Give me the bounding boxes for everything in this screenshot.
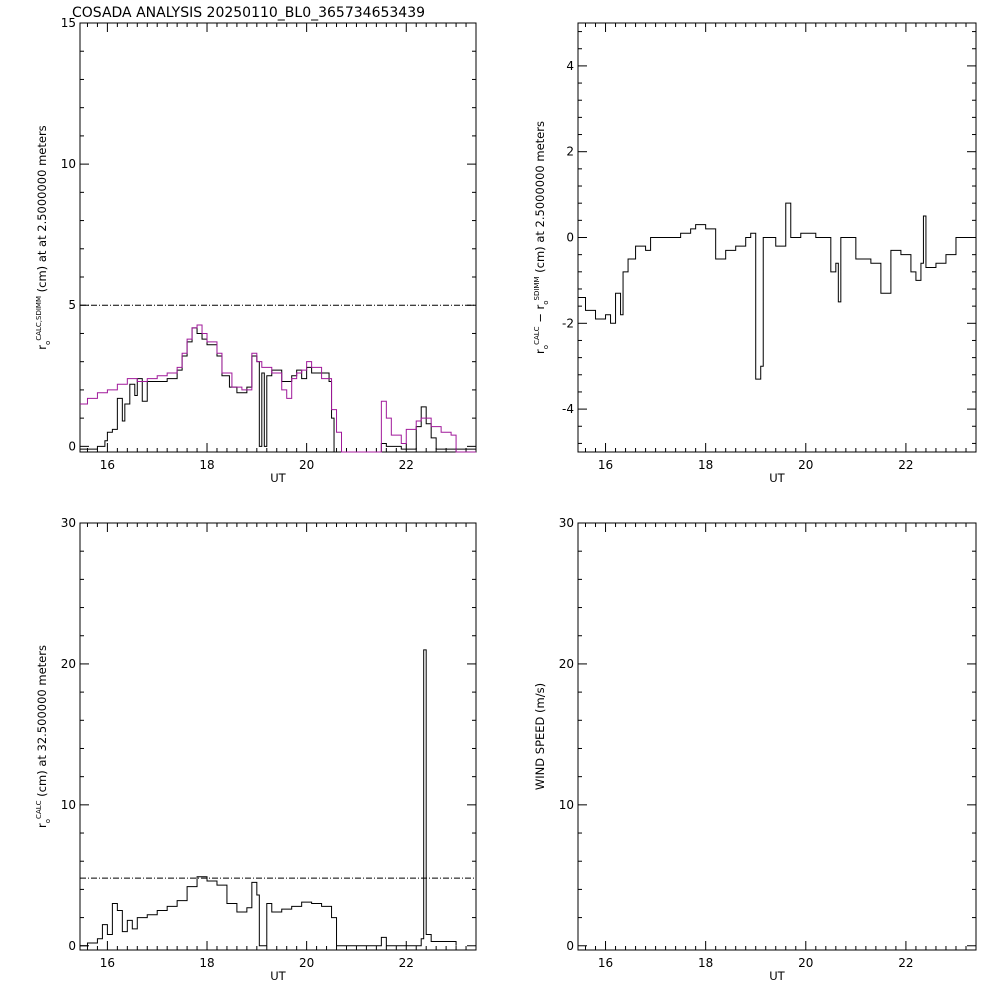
- y-axis-label: roCALC (cm) at 32.500000 meters: [35, 645, 52, 828]
- y-tick-label: 4: [566, 59, 574, 73]
- x-tick-label: 18: [199, 956, 214, 970]
- y-axis-label-part: o: [542, 345, 550, 349]
- x-axis-label: UT: [769, 471, 785, 485]
- panel-p4: 16 18 20 22 0 10 20 30 UT WIND SPEED (m/s): [533, 516, 977, 983]
- y-tick-label: -2: [562, 316, 574, 330]
- y-axis-label-part: (cm) at 2.5000000 meters: [533, 121, 547, 273]
- y-axis-label: WIND SPEED (m/s): [533, 683, 547, 790]
- series-line-1: [80, 324, 476, 453]
- x-tick-label: 18: [199, 458, 214, 472]
- x-tick-label: 20: [299, 458, 314, 472]
- y-axis-label-part: o: [542, 300, 550, 304]
- y-axis-label: roCALC,SDIMM (cm) at at 2.5000000 meters: [35, 125, 52, 349]
- y-axis-label-part: CALC: [533, 326, 541, 345]
- x-tick-label: 22: [898, 458, 913, 472]
- y-tick-label: 20: [559, 657, 574, 671]
- x-tick-label: 22: [898, 956, 913, 970]
- plot-frame: [79, 522, 477, 951]
- x-tick-label: 16: [100, 956, 115, 970]
- x-tick-label: 20: [798, 956, 813, 970]
- series-line-0: [80, 649, 457, 947]
- y-tick-label: -4: [562, 402, 574, 416]
- y-axis-label-part: (cm) at at 2.5000000 meters: [35, 125, 49, 292]
- x-tick-label: 22: [399, 956, 414, 970]
- y-tick-label: 10: [61, 798, 76, 812]
- x-tick-label: 16: [100, 458, 115, 472]
- y-axis-label: roCALC − roSDIMM (cm) at 2.5000000 meter…: [533, 121, 550, 354]
- y-tick-label: 0: [68, 939, 76, 953]
- x-tick-label: 20: [299, 956, 314, 970]
- y-tick-label: 10: [61, 157, 76, 171]
- panel-p1: 16 18 20 22 0 5 10 15 UT roCALC,SDIMM (cm) at at …: [35, 16, 477, 485]
- x-tick-label: 18: [698, 458, 713, 472]
- page-title: COSADA ANALYSIS 20250110_BL0_36573465343…: [72, 5, 425, 21]
- x-axis-label: UT: [270, 969, 286, 983]
- y-axis-label-part: r: [35, 823, 49, 828]
- plot-frame: [577, 522, 977, 951]
- x-tick-label: 16: [598, 956, 613, 970]
- y-tick-label: 20: [61, 657, 76, 671]
- y-axis-label-part: − r: [533, 305, 547, 323]
- y-axis-label-part: SDIMM: [533, 276, 541, 300]
- y-tick-label: 30: [559, 516, 574, 530]
- y-tick-label: 0: [566, 231, 574, 245]
- y-axis-label-part: WIND SPEED (m/s): [533, 683, 547, 790]
- y-axis-label-part: CALC,SDIMM: [35, 296, 43, 341]
- panel-p3: 16 18 20 22 0 10 20 30 UT roCALC (cm) at 32.50000…: [35, 516, 477, 983]
- y-tick-label: 10: [559, 798, 574, 812]
- series-line-0: [80, 327, 477, 453]
- y-axis-label-part: o: [44, 819, 52, 823]
- y-tick-label: 30: [61, 516, 76, 530]
- x-axis-label: UT: [270, 471, 286, 485]
- x-tick-label: 16: [598, 458, 613, 472]
- y-tick-label: 2: [566, 145, 574, 159]
- x-axis-label: UT: [769, 969, 785, 983]
- y-tick-label: 0: [566, 939, 574, 953]
- y-tick-label: 5: [68, 298, 76, 312]
- y-axis-label-part: CALC: [35, 800, 43, 819]
- y-axis-label-part: (cm) at 32.500000 meters: [35, 645, 49, 797]
- plot-frame: [577, 22, 977, 453]
- y-axis-label-part: r: [35, 345, 49, 350]
- y-axis-label-part: r: [533, 349, 547, 354]
- series-line-0: [578, 202, 976, 380]
- y-axis-label-part: o: [44, 341, 52, 345]
- y-tick-label: 15: [61, 16, 76, 30]
- x-tick-label: 20: [798, 458, 813, 472]
- plot-frame: [79, 22, 477, 453]
- y-tick-label: 0: [68, 439, 76, 453]
- x-tick-label: 18: [698, 956, 713, 970]
- x-tick-label: 22: [399, 458, 414, 472]
